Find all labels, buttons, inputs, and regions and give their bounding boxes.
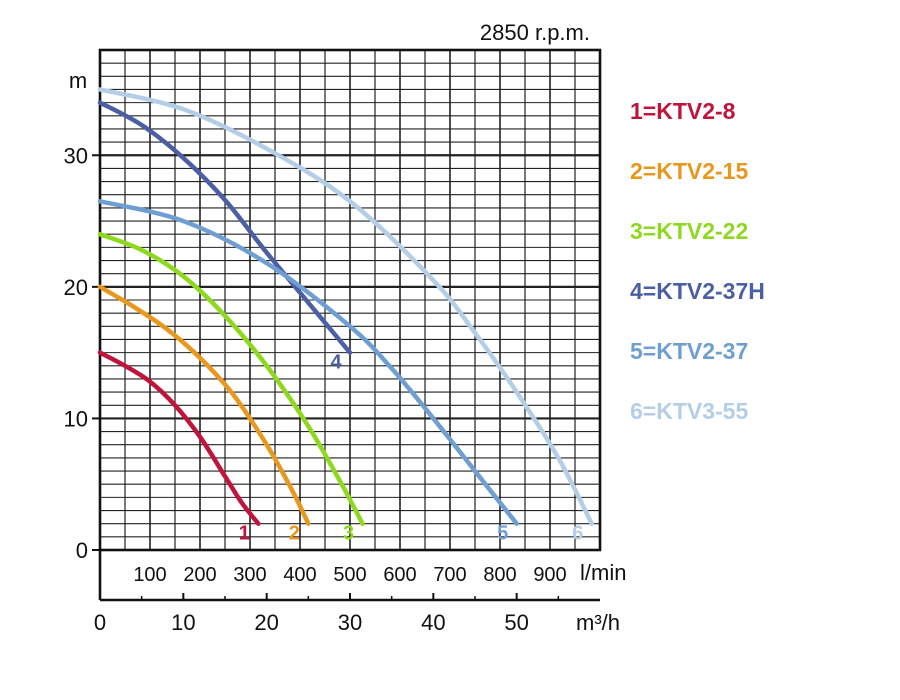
x-tick-label-lmin: 800 (483, 564, 516, 586)
curve-4 (97, 100, 353, 355)
curve-end-label-6: 6 (572, 523, 583, 545)
curve-end-label-5: 5 (497, 523, 508, 545)
plot-frame (98, 48, 602, 552)
x-tick-label-lmin: 300 (233, 564, 266, 586)
chart-title: 2850 r.p.m. (480, 20, 590, 45)
y-tick-label: 20 (64, 275, 88, 300)
curve-5 (97, 199, 519, 526)
x-tick-label-m3h: 30 (338, 610, 362, 635)
grid (100, 50, 600, 550)
curves (97, 87, 594, 526)
x-tick-label-lmin: 400 (283, 564, 316, 586)
x-tick-label-lmin: 700 (433, 564, 466, 586)
curve-labels: 1 2 3 4 5 6 (239, 352, 583, 545)
y-tick-label: 10 (64, 406, 88, 431)
x-tick-label-m3h: 40 (421, 610, 445, 635)
x-tick-label-m3h: 10 (171, 610, 195, 635)
x-tick-label-lmin: 900 (533, 564, 566, 586)
x-tick-label-lmin: 600 (383, 564, 416, 586)
x-tick-label-m3h: 50 (504, 610, 528, 635)
legend-item-3: 3=KTV2-22 (630, 218, 748, 244)
legend-item-6: 6=KTV3-55 (630, 398, 748, 424)
x-tick-label-m3h: 20 (254, 610, 278, 635)
y-tick-label: 30 (64, 143, 88, 168)
y-axis-unit: m (69, 68, 87, 93)
y-tick-label: 0 (76, 538, 88, 563)
curve-end-label-1: 1 (239, 523, 250, 545)
legend-item-4: 4=KTV2-37H (630, 278, 765, 304)
x-axis-unit-lmin: l/min (580, 560, 626, 585)
curve-6 (97, 87, 594, 526)
x-tick-label-lmin: 500 (333, 564, 366, 586)
x-axis-unit-m3h: m³/h (576, 610, 620, 635)
curve-end-label-3: 3 (343, 523, 354, 545)
legend-item-1: 1=KTV2-8 (630, 98, 736, 124)
legend-item-5: 5=KTV2-37 (630, 338, 748, 364)
legend-item-2: 2=KTV2-15 (630, 158, 748, 184)
legend: 1=KTV2-8 2=KTV2-15 3=KTV2-22 4=KTV2-37H 5=KT… (630, 98, 765, 424)
x-tick-label-lmin: 100 (133, 564, 166, 586)
x-tick-label-m3h: 0 (94, 610, 106, 635)
curve-1 (97, 350, 261, 526)
curve-end-label-2: 2 (289, 523, 300, 545)
curve-end-label-4: 4 (330, 352, 342, 374)
x-tick-label-lmin: 200 (183, 564, 216, 586)
axis-labels: 0 10 20 30 100 200 300 400 500 600 700 800 900 0 10 20 3… (64, 143, 567, 635)
curve-2 (97, 284, 311, 526)
chart-frames (92, 48, 602, 602)
curve-3 (97, 231, 365, 526)
